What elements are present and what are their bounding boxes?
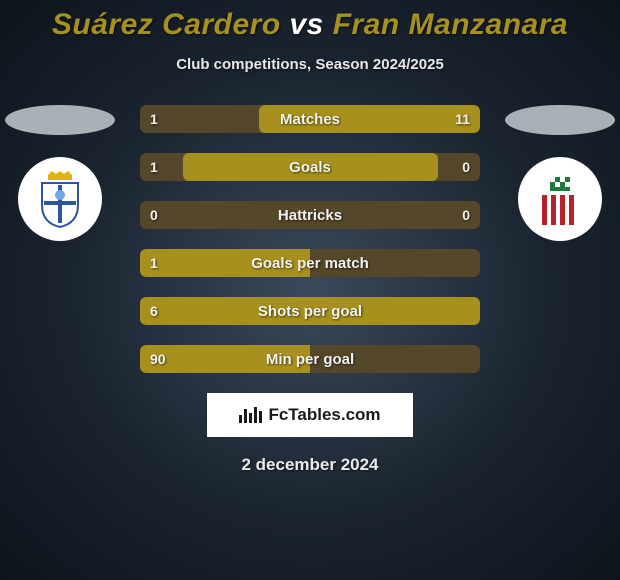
stat-row-goals: Goals10 [140, 153, 480, 181]
stat-value-right: 0 [462, 201, 470, 229]
stat-bars: Matches111Goals10Hattricks00Goals per ma… [140, 105, 480, 373]
branding-text: FcTables.com [268, 405, 380, 425]
date-label: 2 december 2024 [0, 455, 620, 475]
player2-club-badge [518, 157, 602, 241]
branding-chart-icon [239, 407, 262, 423]
player2-name: Fran Manzanara [333, 8, 568, 41]
subtitle: Club competitions, Season 2024/2025 [0, 56, 620, 73]
club-badge-right-icon [528, 167, 592, 231]
stat-value-left: 0 [150, 201, 158, 229]
stat-value-left: 1 [150, 153, 158, 181]
vs-label: vs [289, 8, 323, 41]
player1-silhouette [5, 105, 115, 135]
stat-row-min-per-goal: Min per goal90 [140, 345, 480, 373]
branding-badge: FcTables.com [207, 393, 413, 437]
stats-stage: Matches111Goals10Hattricks00Goals per ma… [0, 105, 620, 373]
player1-column [0, 105, 120, 241]
stat-value-left: 6 [150, 297, 158, 325]
stat-value-right: 0 [462, 153, 470, 181]
comparison-card: Suárez Cardero vs Fran Manzanara Club co… [0, 0, 620, 580]
player1-club-badge [18, 157, 102, 241]
stat-row-shots-per-goal: Shots per goal6 [140, 297, 480, 325]
stat-row-hattricks: Hattricks00 [140, 201, 480, 229]
player2-column [500, 105, 620, 241]
stat-row-matches: Matches111 [140, 105, 480, 133]
stat-value-right: 11 [455, 105, 470, 133]
page-title: Suárez Cardero vs Fran Manzanara [0, 0, 620, 42]
club-badge-left-icon [28, 167, 92, 231]
stat-value-left: 1 [150, 105, 158, 133]
player1-name: Suárez Cardero [52, 8, 281, 41]
stat-row-goals-per-match: Goals per match1 [140, 249, 480, 277]
stat-value-left: 1 [150, 249, 158, 277]
player2-silhouette [505, 105, 615, 135]
stat-value-left: 90 [150, 345, 166, 373]
